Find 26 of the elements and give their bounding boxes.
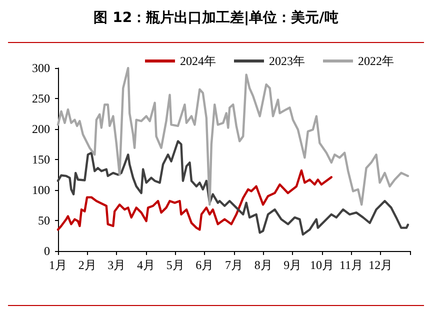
x-tick-label: 2月 — [78, 258, 96, 272]
x-tick-label: 10月 — [310, 258, 334, 272]
x-tick-label: 12月 — [368, 258, 393, 272]
x-tick-label: 6月 — [196, 258, 214, 272]
y-tick-label: 250 — [32, 92, 50, 106]
x-tick-label: 11月 — [340, 258, 364, 272]
x-tick-label: 4月 — [137, 258, 155, 272]
x-tick-label: 7月 — [225, 258, 243, 272]
legend-label: 2024年 — [180, 54, 216, 68]
line-series — [56, 66, 410, 206]
x-tick-label: 5月 — [166, 258, 184, 272]
y-tick-label: 50 — [38, 214, 50, 228]
chart-title: 图 12：瓶片出口加工差|单位：美元/吨 — [94, 9, 338, 26]
y-tick-label: 300 — [32, 61, 50, 75]
line-series — [56, 169, 332, 231]
legend-label: 2022年 — [358, 54, 394, 68]
x-tick-label: 3月 — [108, 258, 126, 272]
y-tick-label: 200 — [32, 122, 50, 136]
line-series — [56, 140, 410, 236]
y-tick-label: 100 — [32, 183, 50, 197]
x-tick-label: 9月 — [284, 258, 302, 272]
legend-label: 2023年 — [269, 54, 305, 68]
y-tick-label: 150 — [32, 152, 50, 166]
y-tick-label: 0 — [44, 244, 50, 258]
x-tick-label: 8月 — [254, 258, 272, 272]
x-tick-label: 1月 — [49, 258, 67, 272]
